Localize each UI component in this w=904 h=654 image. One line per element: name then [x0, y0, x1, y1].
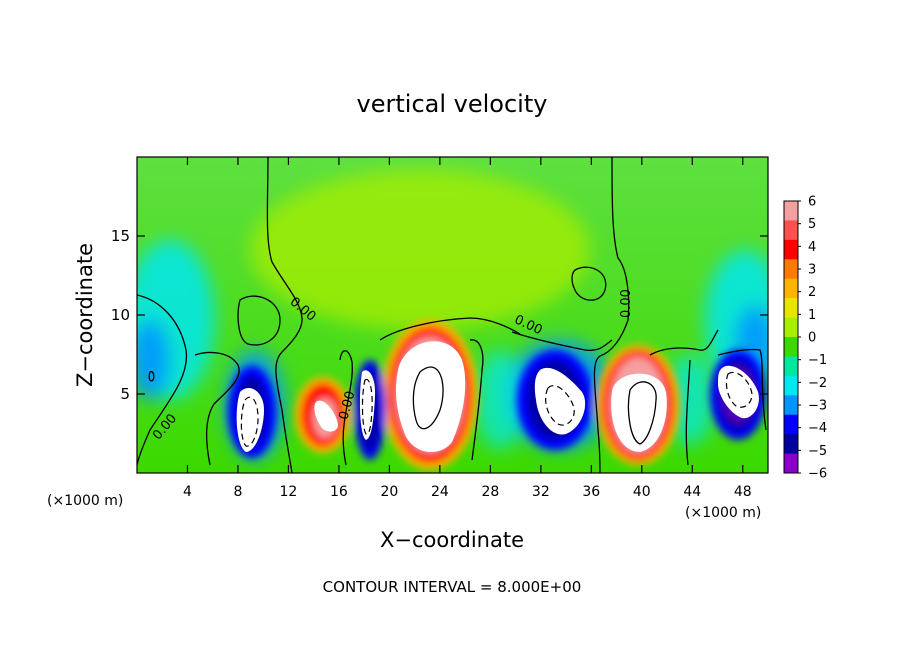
colorbar-label: 0: [808, 331, 816, 346]
colorbar-swatch: [784, 239, 798, 260]
colorbar-swatch: [784, 395, 798, 416]
x-tick-label: 4: [183, 484, 192, 500]
colorbar-swatch: [784, 414, 798, 435]
x-tick-label: 12: [280, 484, 298, 500]
y-tick-label: 5: [120, 385, 130, 403]
y-tick-label: 15: [111, 227, 130, 245]
x-tick-label: 24: [431, 484, 449, 500]
colorbar-label: −4: [808, 421, 827, 436]
x-unit-label-left: (×1000 m): [47, 493, 123, 509]
colorbar-swatch: [784, 453, 798, 474]
y-tick-label: 10: [111, 306, 130, 324]
colorbar-swatch: [784, 201, 798, 221]
colorbar-label: 4: [808, 240, 816, 255]
x-tick-label: 28: [481, 484, 499, 500]
zero-contours: [137, 157, 767, 473]
contour-label: 0.00: [337, 390, 359, 422]
colorbar-swatch: [784, 259, 798, 280]
plot-area: 0.00 0.00 0.00 0.00 0.00: [137, 157, 768, 473]
colorbar-swatch: [784, 434, 798, 455]
colorbar-label: 3: [808, 263, 816, 278]
colorbar-label: −3: [808, 399, 827, 414]
colorbar-label: −5: [808, 444, 827, 459]
colorbar-swatch: [784, 356, 798, 377]
colorbar-label: 6: [808, 195, 816, 210]
colorbar-label: −6: [808, 467, 827, 482]
x-tick-label: 32: [532, 484, 550, 500]
colorbar-label: −2: [808, 376, 827, 391]
y-axis: 5 10 15: [111, 227, 768, 403]
x-tick-label: 48: [734, 484, 752, 500]
colorbar-swatch: [784, 220, 798, 241]
x-tick-label: 8: [233, 484, 242, 500]
colorbar-swatch: [784, 317, 798, 338]
x-tick-label: 20: [380, 484, 398, 500]
contour-label: 0.00: [619, 289, 634, 318]
negative-contours: [240, 371, 753, 447]
colorbar-label: −1: [808, 353, 827, 368]
y-axis-label: Z−coordinate: [73, 243, 97, 387]
x-tick-label: 36: [582, 484, 600, 500]
x-tick-label: 16: [330, 484, 348, 500]
chart-title: vertical velocity: [357, 90, 548, 118]
colorbar: 6 5 4 3 2 1 0 −1 −2 −3 −4 −5 −6: [783, 195, 827, 482]
colorbar-swatch: [784, 278, 798, 299]
field-saturated-cores: [236, 341, 759, 453]
contour-interval-text: CONTOUR INTERVAL = 8.000E+00: [323, 578, 582, 596]
colorbar-swatch: [784, 375, 798, 396]
x-axis-label: X−coordinate: [380, 528, 524, 552]
colorbar-swatch: [784, 337, 798, 357]
x-unit-label-right: (×1000 m): [685, 505, 761, 521]
colorbar-swatch: [784, 298, 798, 319]
colorbar-label: 2: [808, 285, 816, 300]
x-tick-label: 44: [683, 484, 701, 500]
x-axis: 4 8 12 16 20 24 28 32 36 40 44 48: [183, 157, 752, 500]
colorbar-label: 5: [808, 217, 816, 232]
x-tick-label: 40: [633, 484, 651, 500]
colorbar-label: 1: [808, 308, 816, 323]
